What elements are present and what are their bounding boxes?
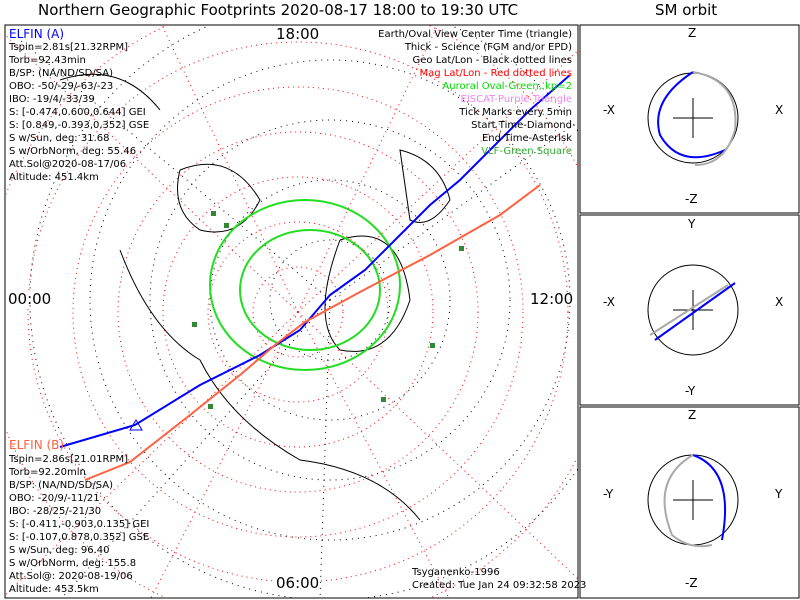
time-label-right: 12:00 — [530, 290, 574, 308]
elfin-b-line: S w/OrbNorm, deg: 155.8 — [9, 558, 137, 569]
elfin-b-track — [84, 184, 541, 481]
elfin-b-line: S w/Sun, deg: 96.40 — [9, 545, 110, 556]
elfin-a-start-triangle — [129, 419, 143, 431]
legend-item: Thick - Science (FGM and/or EPD) — [404, 42, 572, 53]
elfin-a-line: IBO: -19/4/-33/39 — [9, 94, 95, 105]
elfin-a-track — [59, 74, 571, 448]
elfin-a-line: OBO: -50/-29/-63/-23 — [9, 81, 114, 92]
elfin-b-line: OBO: -20/9/-11/21 — [9, 493, 100, 504]
time-label-left: 00:00 — [8, 290, 52, 308]
axis-label: -Z — [685, 576, 698, 590]
elfin-b-line: B/SP: (NA/ND/SD/SA) — [9, 480, 113, 491]
orbit-title: SM orbit — [655, 1, 718, 19]
axis-label: -X — [603, 103, 615, 117]
elfin-b-line: S: [-0.411,-0.903,0.135] GEI — [9, 519, 150, 530]
map-frame — [4, 24, 579, 599]
time-label-top: 18:00 — [276, 25, 320, 43]
legend-item: Auroral Oval-Green, kp=2 — [442, 81, 572, 92]
elfin-b-line: Att.Sol@: 2020-08-19/06 — [9, 571, 133, 582]
legend-item: Start Time-Diamond — [471, 120, 572, 131]
vlf-squares — [192, 211, 464, 409]
elfin-b-name: ELFIN (B) — [9, 438, 65, 452]
created-label: Created: Tue Jan 24 09:32:58 2023 — [412, 580, 587, 591]
legend-item: Mag Lat/Lon - Red dotted lines — [419, 68, 572, 79]
axis-label: Z — [688, 26, 697, 40]
axis-label: Y — [775, 487, 783, 501]
auroral-oval — [209, 199, 401, 371]
legend-item: Earth/Oval View Center Time (triangle) — [378, 29, 572, 40]
legend-item: End Time-Asterisk — [481, 133, 572, 144]
axis-label: -Y — [685, 384, 696, 398]
elfin-b-line: Torb=92.20min — [9, 467, 86, 478]
elfin-a-line: Torb=92.43min — [9, 55, 86, 66]
elfin-b-line: Tspin=2.86s[21.01RPM] — [9, 454, 129, 465]
elfin-a-line: S w/OrbNorm, deg: 55.46 — [9, 146, 137, 157]
axis-label: X — [775, 103, 784, 117]
axis-label: X — [775, 295, 784, 309]
axis-label: Y — [688, 217, 696, 231]
elfin-a-line: S: [-0.474,0.600,0.644] GEI — [9, 107, 146, 118]
elfin-b-line: Altitude: 453.5km — [9, 584, 99, 595]
elfin-b-line: IBO: -28/25/-21/30 — [9, 506, 102, 517]
legend-item: Geo Lat/Lon - Black dotted lines — [412, 55, 572, 66]
elfin-a-name: ELFIN (A) — [9, 27, 65, 41]
legend-item: Tick Marks every 5min — [459, 107, 572, 118]
axis-label: Z — [688, 408, 697, 422]
coastlines — [59, 73, 451, 521]
elfin-a-line: Att.Sol@2020-08-17/06 — [9, 159, 127, 170]
elfin-b-line: S: [-0.107,0.878,0.352] GSE — [9, 532, 150, 543]
axis-label: -Z — [685, 192, 698, 206]
mag-grid — [6, 25, 578, 598]
elfin-a-line: S: [0.849,-0.393,0.352] GSE — [9, 120, 150, 131]
model-label: Tsyganenko-1996 — [412, 567, 500, 578]
elfin-a-line: B/SP: (NA/ND/SD/SA) — [9, 68, 113, 79]
axis-label: -Y — [603, 487, 614, 501]
orbit-panels — [579, 24, 800, 599]
time-label-bottom: 06:00 — [276, 574, 320, 592]
plot-title: Northern Geographic Footprints 2020-08-1… — [38, 1, 519, 19]
polar-map — [6, 25, 578, 598]
elfin-a-line: S w/Sun, deg: 31.68 — [9, 133, 110, 144]
elfin-a-line: Altitude: 451.4km — [9, 172, 99, 183]
elfin-a-line: Tspin=2.81s[21.32RPM] — [9, 42, 129, 53]
legend-item: VLF-Green Square — [481, 146, 572, 157]
axis-label: -X — [603, 295, 615, 309]
legend-item: EISCAT-Purple Triangle — [460, 94, 573, 105]
